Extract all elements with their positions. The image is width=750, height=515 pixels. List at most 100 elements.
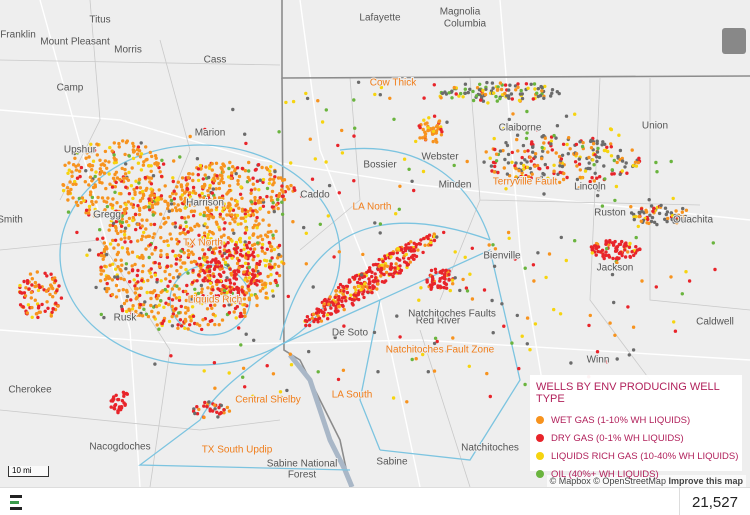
- well: [506, 94, 511, 98]
- well: [376, 370, 380, 374]
- well: [134, 179, 138, 183]
- well: [647, 221, 651, 226]
- well: [206, 286, 210, 290]
- legend-item[interactable]: LIQUIDS RICH GAS (10-40% WH LIQUIDS): [536, 447, 742, 465]
- well: [615, 245, 619, 249]
- well: [529, 82, 533, 87]
- draw-tool-button[interactable]: [722, 28, 746, 54]
- well: [344, 299, 348, 303]
- well: [672, 220, 676, 224]
- well: [270, 265, 274, 269]
- well: [523, 149, 527, 154]
- legend-item[interactable]: OIL (40%+ WH LIQUIDS): [536, 465, 742, 483]
- well: [626, 250, 630, 254]
- well: [276, 198, 280, 202]
- well: [107, 228, 111, 232]
- well: [341, 292, 346, 297]
- well: [573, 160, 578, 164]
- well: [118, 177, 122, 182]
- well: [139, 168, 144, 172]
- well: [270, 289, 275, 293]
- well: [110, 206, 115, 210]
- well: [442, 285, 446, 290]
- well: [219, 411, 223, 415]
- well: [410, 357, 414, 362]
- well: [417, 298, 421, 302]
- well: [183, 326, 187, 330]
- county-line: [0, 0, 750, 488]
- well: [168, 272, 172, 277]
- well: [189, 297, 193, 302]
- well: [235, 261, 240, 266]
- well: [211, 409, 215, 413]
- well: [180, 176, 185, 180]
- well: [202, 185, 206, 190]
- well: [626, 305, 630, 309]
- well: [47, 287, 51, 291]
- legend-item[interactable]: DRY GAS (0-1% WH LIQUIDS): [536, 429, 742, 447]
- well: [101, 257, 105, 261]
- well: [147, 164, 151, 168]
- well: [249, 200, 254, 204]
- well: [201, 248, 205, 252]
- well: [144, 145, 148, 149]
- well: [524, 136, 529, 141]
- well: [175, 242, 180, 246]
- well: [168, 232, 172, 236]
- well: [67, 161, 71, 165]
- well: [595, 176, 599, 180]
- well: [610, 172, 614, 176]
- well: [158, 170, 162, 174]
- well: [99, 272, 103, 276]
- well: [217, 196, 222, 200]
- county-label: Morris: [114, 45, 142, 56]
- well: [167, 319, 172, 324]
- well: [205, 307, 210, 311]
- well: [246, 175, 250, 180]
- well: [124, 309, 129, 314]
- well: [137, 212, 142, 217]
- labels: Titus LafayetteMagnoliaColumbiaFranklinMo…: [0, 6, 735, 482]
- well: [76, 163, 81, 167]
- well: [247, 236, 252, 240]
- well: [463, 82, 468, 86]
- county-label: Minden: [439, 180, 472, 191]
- well: [90, 179, 94, 183]
- well: [681, 206, 685, 211]
- well: [435, 339, 439, 344]
- well: [556, 172, 560, 176]
- well: [218, 245, 222, 249]
- well: [414, 254, 419, 259]
- well: [202, 196, 206, 200]
- well: [123, 172, 128, 176]
- well: [87, 155, 91, 159]
- well: [549, 94, 553, 98]
- improve-map-link[interactable]: Improve this map: [668, 476, 743, 486]
- well: [119, 407, 123, 412]
- well: [538, 167, 542, 171]
- well: [136, 161, 141, 165]
- well: [162, 222, 166, 226]
- legend-label: OIL (40%+ WH LIQUIDS): [551, 468, 659, 480]
- well: [299, 194, 304, 198]
- well: [218, 173, 223, 177]
- well: [311, 312, 316, 316]
- legend-item[interactable]: WET GAS (1-10% WH LIQUIDS): [536, 411, 742, 429]
- well: [188, 315, 192, 319]
- well: [206, 279, 210, 283]
- well: [34, 284, 39, 288]
- well: [230, 239, 234, 243]
- well: [208, 229, 212, 234]
- well: [229, 197, 234, 201]
- well: [98, 228, 102, 232]
- well: [227, 371, 231, 375]
- scale-bar: 10 mi: [8, 466, 49, 477]
- well: [468, 87, 472, 92]
- well: [112, 141, 117, 145]
- well: [121, 390, 126, 394]
- well: [647, 198, 651, 202]
- well: [615, 160, 619, 165]
- well: [211, 215, 216, 220]
- well: [618, 250, 623, 254]
- well: [511, 112, 515, 116]
